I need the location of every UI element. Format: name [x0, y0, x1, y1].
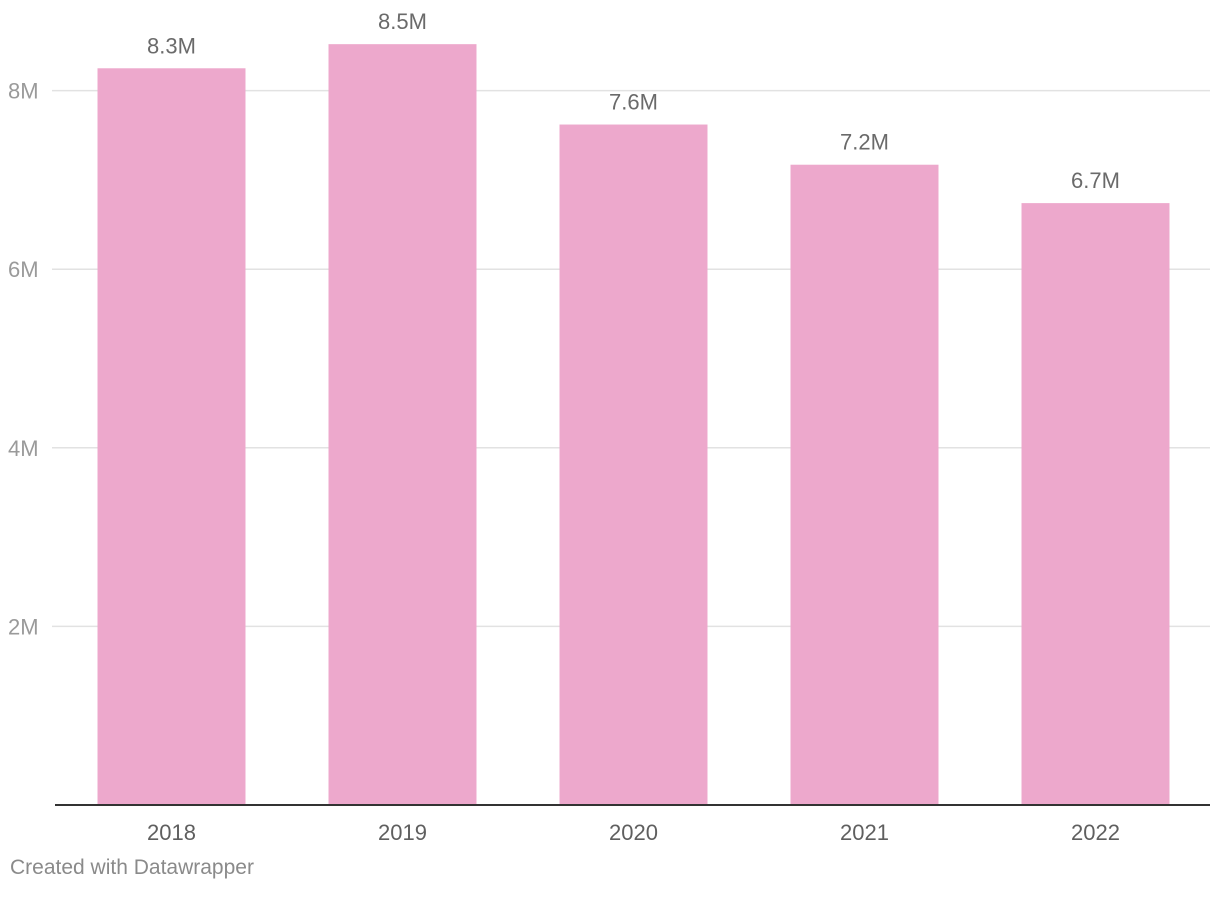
y-tick-label: 6M: [8, 257, 39, 282]
x-tick-label: 2022: [1071, 820, 1120, 845]
bar: [328, 44, 477, 805]
x-tick-label: 2018: [147, 820, 196, 845]
datawrapper-credit: Created with Datawrapper: [10, 856, 254, 879]
y-tick-label: 8M: [8, 79, 39, 104]
x-tick-label: 2019: [378, 820, 427, 845]
bar: [559, 124, 708, 805]
y-axis-tick-labels: 2M 4M 6M 8M: [8, 79, 39, 640]
data-label: 7.6M: [609, 90, 658, 115]
data-label: 8.3M: [147, 33, 196, 58]
x-tick-label: 2021: [840, 820, 889, 845]
data-label: 8.5M: [378, 9, 427, 34]
data-labels: 8.3M 8.5M 7.6M 7.2M 6.7M: [147, 9, 1120, 193]
bars: [97, 44, 1170, 806]
x-tick-label: 2020: [609, 820, 658, 845]
bar: [97, 68, 246, 805]
y-tick-label: 4M: [8, 436, 39, 461]
bar: [790, 164, 939, 805]
data-label: 7.2M: [840, 130, 889, 155]
x-axis-tick-labels: 2018 2019 2020 2021 2022: [147, 820, 1120, 845]
bar: [1021, 203, 1170, 806]
y-tick-label: 2M: [8, 614, 39, 639]
data-label: 6.7M: [1071, 168, 1120, 193]
